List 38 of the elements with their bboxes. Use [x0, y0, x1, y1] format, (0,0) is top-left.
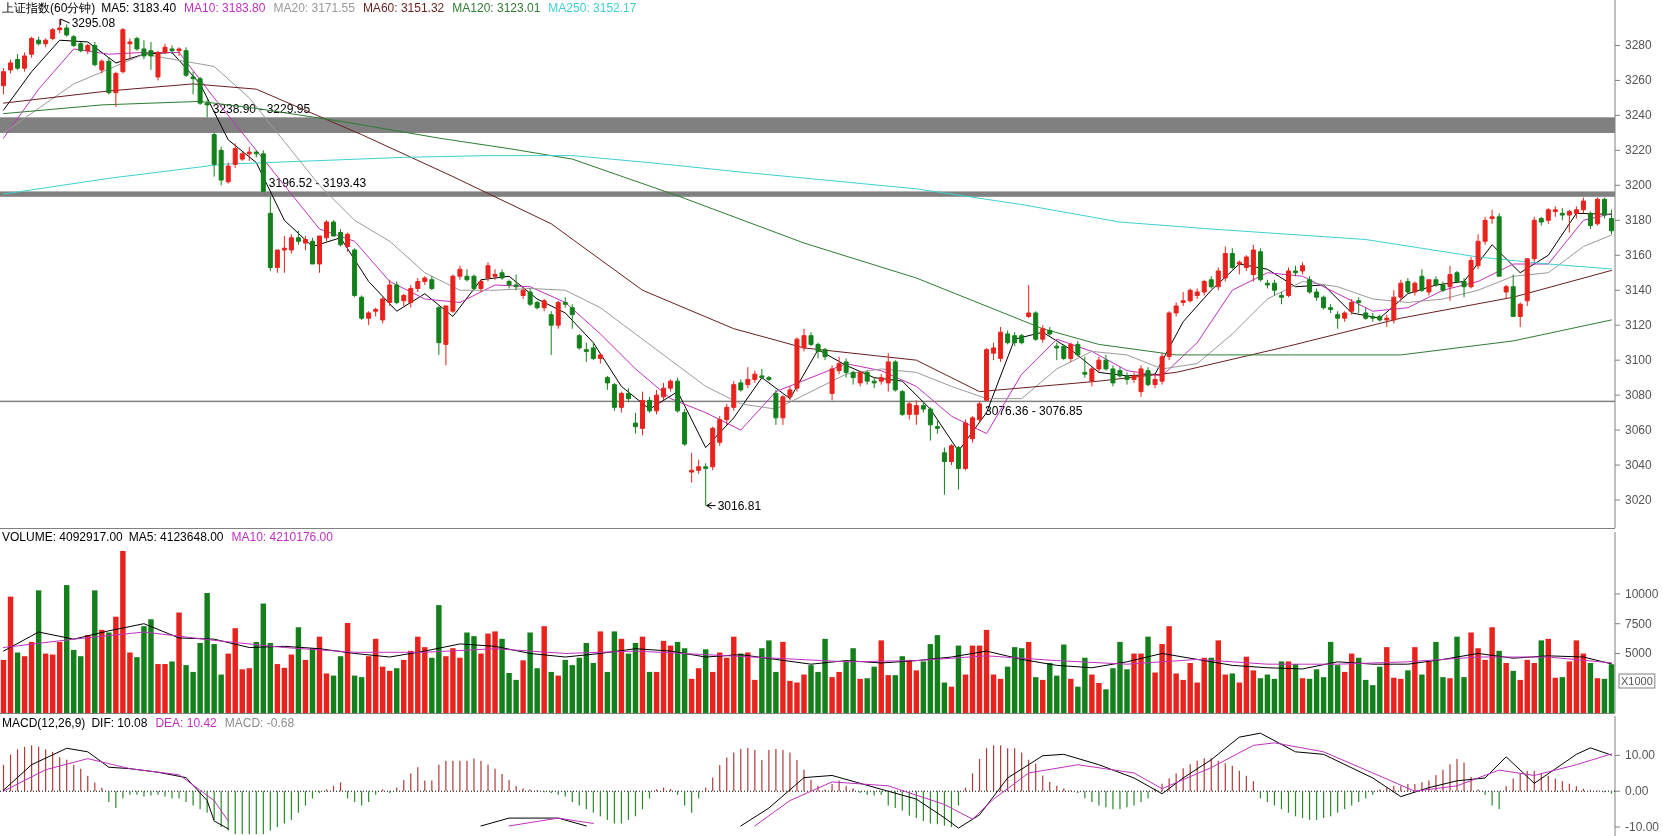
annotation: MACD: -0.68: [224, 716, 295, 730]
chart-title: MACD(12,26,9): [2, 716, 86, 730]
text: MA120: 3123.01: [452, 1, 541, 15]
y-tick-label: 3060: [1625, 423, 1653, 438]
y-tick-label: 3140: [1625, 283, 1653, 298]
y-axis-title: X1000: [1621, 675, 1653, 687]
annotation: 3295.08: [71, 16, 116, 31]
y-tick-label: 3200: [1625, 178, 1653, 193]
text: MA250: 3152.17: [548, 1, 637, 15]
text: DEA: 10.42: [155, 716, 218, 730]
y-tick-label: 3220: [1625, 143, 1653, 158]
y-tick-label: 0.00: [1625, 784, 1649, 799]
annotation: 3016.81: [717, 498, 762, 513]
band-label: 3196.52 - 3193.43: [268, 176, 367, 191]
y-tick-label: 3260: [1625, 73, 1653, 88]
text: MA5: 3183.40: [101, 1, 177, 15]
y-tick-label: 3280: [1625, 38, 1653, 53]
y-tick-label: -10.00: [1625, 820, 1660, 835]
y-tick-label: 10.00: [1625, 748, 1656, 763]
y-tick-label: 3100: [1625, 353, 1653, 368]
text: MA60: 3151.32: [362, 1, 445, 15]
text: MA20: 3171.55: [273, 1, 356, 15]
y-tick-label: 3240: [1625, 108, 1653, 123]
chart-title: 上证指数(60分钟): [2, 1, 96, 15]
y-tick-label: 7500: [1625, 616, 1653, 631]
y-tick-label: 5000: [1625, 646, 1653, 661]
text: MA10: 3183.80: [184, 1, 266, 15]
y-tick-label: 3040: [1625, 458, 1653, 473]
text: MA5: 4123648.00: [128, 530, 224, 544]
y-tick-label: 3080: [1625, 388, 1653, 403]
chart-title: VOLUME: 4092917.00: [2, 530, 124, 544]
y-tick-label: 10000: [1625, 586, 1659, 601]
y-tick-label: 3120: [1625, 318, 1653, 333]
y-tick-label: 3020: [1625, 493, 1653, 508]
y-tick-label: 3180: [1625, 213, 1653, 228]
series-label: DIF: 10.08: [91, 716, 148, 730]
text: MA10: 4210176.00: [231, 530, 334, 544]
y-tick-label: 3160: [1625, 248, 1653, 263]
